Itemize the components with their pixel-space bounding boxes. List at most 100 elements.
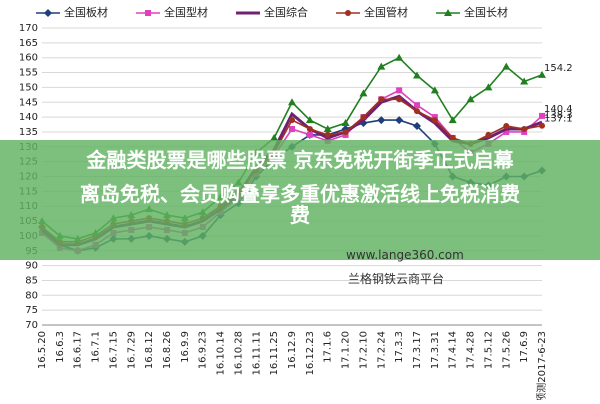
- point: [484, 83, 493, 91]
- point: [449, 134, 456, 141]
- x-tick-label: 17.1.20: [341, 331, 352, 369]
- x-tick-label: 16.5.20: [37, 331, 48, 369]
- point: [44, 9, 52, 17]
- y-tick-label: 80: [25, 290, 38, 301]
- x-tick-label: 17.3.17: [412, 331, 423, 369]
- point: [289, 117, 295, 124]
- point: [431, 117, 438, 124]
- x-tick-label: 16.7.1: [91, 331, 102, 363]
- point: [485, 131, 492, 138]
- x-tick-label: 16.8.26: [162, 331, 173, 369]
- value-label: 140.4: [544, 104, 573, 115]
- y-tick-label: 160: [19, 53, 38, 64]
- y-tick-label: 85: [25, 275, 38, 286]
- y-tick-label: 145: [19, 97, 38, 108]
- x-tick-label: 16.10.14: [216, 331, 227, 376]
- point: [324, 131, 331, 138]
- point: [378, 96, 385, 103]
- y-tick-label: 90: [25, 261, 38, 272]
- x-tick-label: 16.11.11: [251, 331, 262, 376]
- x-tick-label: 16.7.29: [126, 331, 137, 369]
- x-tick-label: 17.3.31: [430, 331, 441, 369]
- y-tick-label: 170: [19, 23, 38, 34]
- legend-label: 全国管材: [364, 5, 408, 19]
- y-tick-label: 140: [19, 112, 38, 123]
- point: [521, 125, 528, 132]
- point: [430, 86, 439, 94]
- point: [359, 89, 368, 97]
- point: [520, 77, 529, 85]
- x-tick-label: 16.8.12: [144, 331, 155, 369]
- point: [414, 108, 420, 115]
- point: [377, 62, 386, 70]
- x-tick-label: 16.9.9: [180, 331, 191, 363]
- y-tick-label: 75: [25, 305, 38, 316]
- headline-line: 金融类股票是哪些股票 京东免税开街季正式启幕: [86, 148, 514, 172]
- legend-label: 全国长材: [464, 5, 508, 19]
- x-tick-label: 16.9.23: [198, 331, 209, 369]
- point: [306, 125, 313, 132]
- x-tick-label: 17.1.6: [323, 331, 334, 363]
- watermark: www.lange360.com: [346, 248, 464, 262]
- y-tick-label: 165: [19, 38, 38, 49]
- point: [289, 125, 295, 132]
- point: [539, 122, 545, 129]
- x-tick-label: 16.12.9: [287, 331, 298, 369]
- point: [305, 116, 314, 124]
- y-tick-label: 70: [25, 320, 38, 331]
- x-tick-label: 17.3.3: [394, 331, 405, 363]
- point: [448, 116, 457, 124]
- value-label: 154.2: [544, 63, 573, 74]
- point: [341, 119, 350, 127]
- point: [503, 123, 510, 130]
- point: [396, 87, 403, 94]
- point: [360, 114, 367, 121]
- point: [342, 128, 349, 135]
- point: [377, 116, 386, 125]
- x-tick-label: 17.6.9: [519, 331, 530, 363]
- x-tick-label: 16.10.28: [233, 331, 244, 376]
- point: [288, 98, 296, 106]
- value-label: 138.3: [544, 110, 573, 121]
- x-tick-label: 16.7.15: [108, 331, 119, 369]
- y-tick-label: 155: [19, 68, 38, 79]
- point: [466, 95, 475, 103]
- x-tick-label: 17.4.14: [448, 331, 459, 369]
- point: [413, 71, 421, 79]
- point: [503, 128, 510, 135]
- point: [395, 116, 404, 125]
- point: [270, 133, 279, 141]
- legend-label: 全国板材: [64, 5, 108, 19]
- x-tick-label: 17.4.28: [466, 331, 477, 369]
- y-tick-label: 135: [19, 127, 38, 138]
- y-tick-label: 150: [19, 82, 38, 93]
- x-tick-label: 17.2.10: [358, 331, 369, 369]
- x-tick-label: 预测2017-6-23: [535, 331, 548, 400]
- point: [306, 131, 313, 138]
- x-tick-label: 17.2.24: [376, 331, 387, 369]
- x-tick-label: 16.12.23: [305, 331, 316, 376]
- point: [345, 10, 351, 16]
- point: [323, 124, 332, 132]
- point: [538, 70, 546, 78]
- headline-line: 费: [290, 203, 310, 227]
- point: [395, 53, 404, 61]
- point: [414, 102, 420, 109]
- point: [413, 122, 421, 131]
- headline-line: 离岛免税、会员购叠享多重优惠激活线上免税消费: [80, 182, 520, 206]
- value-label: 137.1: [544, 114, 573, 125]
- source: 兰格钢铁云商平台: [348, 272, 445, 286]
- legend-label: 全国型材: [164, 5, 208, 19]
- point: [444, 9, 452, 16]
- point: [502, 62, 511, 70]
- x-tick-label: 17.5.12: [483, 331, 494, 369]
- x-tick-label: 16.6.3: [55, 331, 66, 363]
- x-tick-label: 17.5.26: [501, 331, 512, 369]
- x-tick-label: 16.6.17: [73, 331, 84, 369]
- point: [396, 96, 403, 103]
- point: [539, 112, 545, 119]
- headline-banner: 金融类股票是哪些股票 京东免税开街季正式启幕 离岛免税、会员购叠享多重优惠激活线…: [0, 140, 600, 260]
- x-tick-label: 16.11.25: [269, 331, 280, 376]
- point: [145, 10, 151, 16]
